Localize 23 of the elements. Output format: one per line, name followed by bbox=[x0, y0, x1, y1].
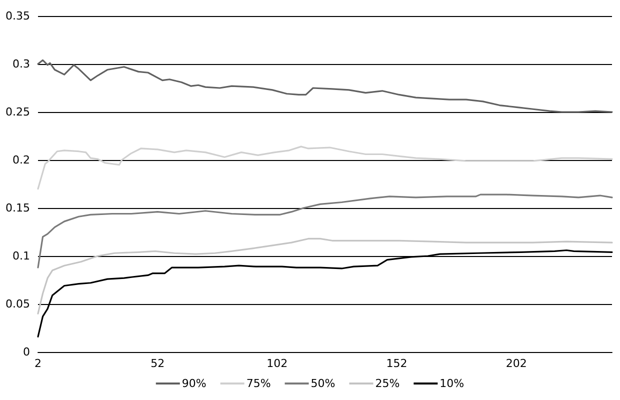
x-tick-label: 152 bbox=[386, 357, 408, 370]
x-tick-label: 202 bbox=[506, 357, 527, 370]
y-tick-label: 0.35 bbox=[6, 10, 30, 22]
line-series bbox=[37, 238, 613, 314]
y-tick-label: 0.1 bbox=[12, 250, 30, 262]
y-tick-label: 0.15 bbox=[6, 202, 30, 214]
y-tick-label: 0 bbox=[23, 346, 30, 358]
line-series bbox=[37, 59, 613, 113]
x-tick-label: 102 bbox=[266, 357, 288, 370]
line-series bbox=[37, 146, 613, 190]
legend-label: 25% bbox=[375, 377, 400, 390]
legend-label: 75% bbox=[246, 377, 271, 390]
legend-label: 50% bbox=[310, 377, 336, 390]
y-tick-label: 0.2 bbox=[12, 154, 30, 166]
line-series bbox=[37, 194, 613, 268]
legend-label: 10% bbox=[440, 377, 464, 390]
y-tick-label: 0.05 bbox=[6, 298, 30, 310]
y-tick-label: 0.25 bbox=[6, 106, 30, 118]
y-tick-label: 0.3 bbox=[12, 58, 30, 70]
legend-label: 90% bbox=[182, 377, 206, 390]
x-tick-label: 2 bbox=[34, 357, 42, 370]
line-series bbox=[37, 249, 613, 338]
x-tick-label: 52 bbox=[150, 357, 165, 370]
